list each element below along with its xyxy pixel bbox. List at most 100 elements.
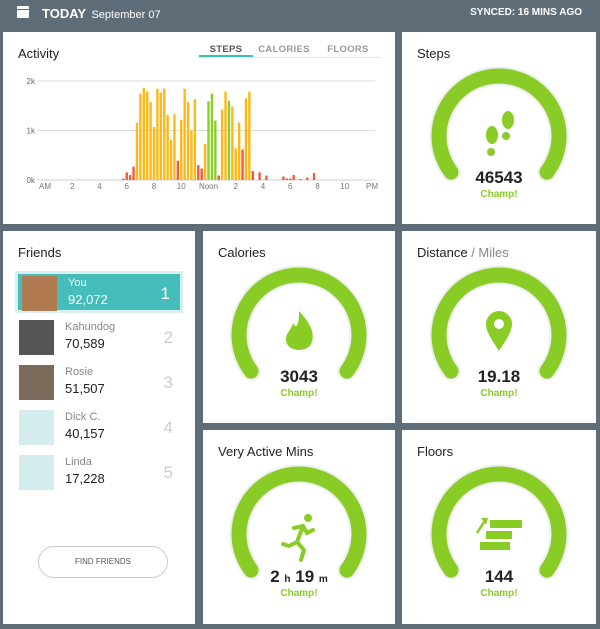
x-tick-label: 6 (288, 182, 293, 191)
friend-row[interactable]: Dick C. 40,157 4 (15, 408, 183, 448)
bar (224, 91, 227, 180)
friend-name: Kahundog (65, 321, 116, 333)
bar (193, 99, 197, 180)
bar (289, 178, 292, 180)
friend-steps: 17,228 (65, 471, 105, 486)
sync-status: SYNCED: 16 MINS AGO (470, 7, 582, 18)
gauge-arc (431, 466, 567, 578)
find-friends-button[interactable]: FIND FRIENDS (38, 546, 168, 578)
panel-title: Friends (18, 245, 62, 260)
bar (220, 109, 224, 180)
panel-title: Very Active Mins (218, 444, 314, 459)
floors-panel[interactable]: Floors 144 Champ! (402, 430, 596, 624)
bar (207, 101, 210, 180)
avatar (19, 320, 54, 355)
panel-title: Activity (18, 46, 60, 61)
x-tick-label: Noon (199, 182, 218, 191)
bar (258, 172, 261, 180)
bar (248, 91, 251, 180)
bar (149, 102, 152, 180)
x-tick-label: 8 (315, 182, 320, 191)
calendar-icon[interactable] (17, 6, 29, 18)
stairs-icon (475, 518, 522, 550)
friends-panel: Friends You 92,072 1 Kahundog 70,589 2 R… (3, 231, 195, 624)
calories-status: Champ! (280, 388, 318, 399)
x-tick-label: 10 (177, 182, 186, 191)
bar (203, 143, 207, 180)
bar (139, 93, 142, 180)
bar (122, 178, 125, 180)
active-value: 2 h 19 m (270, 567, 328, 586)
bar (292, 175, 295, 180)
friend-name: You (68, 277, 87, 289)
bar (186, 102, 190, 180)
friend-name: Dick C. (65, 411, 101, 423)
friend-name: Linda (65, 456, 92, 468)
active-status: Champ! (280, 588, 318, 599)
friend-steps: 40,157 (65, 426, 105, 441)
flame-icon (285, 311, 313, 350)
avatar (19, 410, 54, 445)
bar (312, 173, 316, 180)
bar (135, 122, 139, 180)
avatar (22, 276, 57, 311)
bar (173, 114, 176, 180)
active-minutes-panel[interactable]: Very Active Mins 2 h 19 m Champ! (203, 430, 395, 624)
x-tick-label: 8 (152, 182, 157, 191)
bar (163, 88, 166, 180)
friend-rank: 4 (163, 418, 173, 437)
friend-row[interactable]: Kahundog 70,589 2 (15, 318, 183, 358)
today-label: TODAY September 07 (42, 6, 161, 21)
bar (176, 160, 180, 180)
bar (169, 139, 173, 180)
bar (128, 175, 132, 180)
bar (152, 127, 156, 180)
tab-floors[interactable]: FLOORS (327, 44, 369, 55)
floors-status: Champ! (480, 588, 518, 599)
friend-row[interactable]: You 92,072 1 (15, 271, 183, 313)
distance-panel[interactable]: Distance / Miles 19.18 Champ! (402, 231, 596, 423)
footprints-icon (486, 111, 514, 156)
steps-panel[interactable]: Steps 46543 Champ! (402, 32, 596, 224)
tab-steps[interactable]: STEPS (199, 44, 253, 57)
panel-title: Distance / Miles (417, 245, 509, 260)
y-tick-label: 1k (27, 127, 36, 136)
friend-row[interactable]: Linda 17,228 5 (15, 453, 183, 493)
distance-gauge (429, 265, 569, 381)
bar (217, 175, 220, 180)
x-tick-label: 6 (125, 182, 130, 191)
calories-panel[interactable]: Calories 3043 Champ! (203, 231, 395, 423)
bar (142, 87, 145, 180)
date-label: September 07 (91, 9, 161, 21)
avatar (19, 455, 54, 490)
friend-steps: 92,072 (68, 292, 108, 307)
location-pin-icon (486, 311, 512, 351)
panel-title: Calories (218, 245, 266, 260)
x-tick-label: 2 (70, 182, 75, 191)
bar (299, 179, 302, 180)
gauge-arc (431, 267, 567, 379)
friend-rank: 3 (163, 373, 173, 392)
tab-calories[interactable]: CALORIES (258, 44, 310, 55)
bar (234, 148, 237, 180)
activity-panel: Activity STEPS CALORIES FLOORS 0k 1k 2k AM 2… (3, 32, 395, 224)
bar (241, 149, 244, 180)
bar (132, 166, 135, 180)
bar (197, 165, 200, 180)
bar (237, 122, 241, 180)
steps-value: 46543 (475, 168, 523, 187)
activity-tabs: STEPS CALORIES FLOORS (199, 44, 381, 58)
friend-row[interactable]: Rosie 51,507 3 (15, 363, 183, 403)
steps-status: Champ! (480, 189, 518, 200)
bar (306, 177, 309, 180)
bar (214, 120, 217, 180)
bar (251, 171, 254, 180)
panel-title: Floors (417, 444, 454, 459)
calories-gauge (229, 265, 369, 381)
steps-gauge (429, 66, 569, 182)
distance-status: Champ! (480, 388, 518, 399)
x-tick-label: 4 (97, 182, 102, 191)
y-tick-label: 0k (27, 176, 36, 185)
bar (190, 130, 193, 180)
bar (183, 88, 186, 180)
